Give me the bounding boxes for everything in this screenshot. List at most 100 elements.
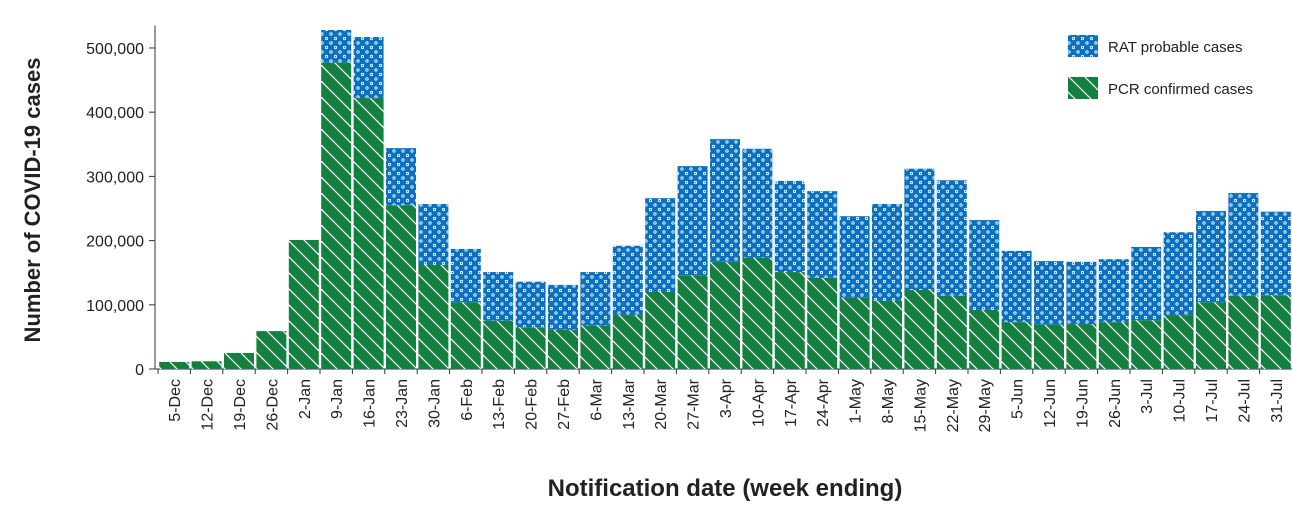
x-tick-label: 1-May [848,379,865,423]
y-tick-label: 200,000 [86,234,144,251]
bar-segment [645,198,676,292]
x-tick-label: 6-Mar [588,378,605,420]
bar-segment [645,291,676,369]
x-tick-label: 9-Jan [329,379,346,419]
bar-segment [1260,295,1291,369]
y-tick-label: 100,000 [86,298,144,315]
x-tick-label: 10-Apr [750,378,767,427]
x-tick-label: 29-May [977,379,994,432]
x-tick-label: 26-Dec [264,379,281,431]
bar-segment [386,205,416,369]
x-tick-label: 3-Apr [718,378,735,418]
bar-segment [256,331,287,369]
bar-segment [1098,259,1129,323]
x-axis-title: Notification date (week ending) [548,475,903,502]
bar-segment [774,272,805,369]
legend-label: PCR confirmed cases [1108,81,1253,98]
bar-segment [936,180,967,296]
x-tick-label: 19-Jun [1074,379,1091,428]
x-tick-label: 16-Jan [362,379,379,428]
y-tick-label: 400,000 [86,105,144,122]
bar-segment [807,277,838,369]
x-tick-label: 8-May [880,379,897,423]
bar-segment [159,361,190,369]
bar-segment [1260,211,1291,296]
bar-segment [710,139,740,262]
legend-swatch [1068,77,1098,99]
bar-segment [936,295,967,369]
bar-segment [1034,324,1064,369]
bar-segment [774,180,805,273]
bar-segment [1131,320,1162,369]
bar-segment [515,281,546,328]
x-tick-label: 13-Feb [491,379,508,430]
x-tick-label: 24-Apr [815,378,832,427]
bar-segment [1001,322,1032,369]
bar-segment [288,239,319,369]
bar-segment [580,325,611,369]
bar-segment [548,284,578,330]
bar-segment [418,203,449,265]
x-tick-label: 31-Jul [1269,379,1286,423]
bar-segment [321,29,352,63]
bar-segment [386,148,416,206]
bar-segment [1001,250,1032,323]
bar-segment [1131,247,1162,321]
x-tick-label: 10-Jul [1172,379,1189,423]
x-tick-label: 20-Mar [653,378,670,429]
x-tick-label: 13-Mar [621,378,638,429]
bar-segment [1196,302,1226,369]
x-tick-label: 27-Mar [686,378,703,429]
x-tick-label: 23-Jan [394,379,411,428]
x-tick-label: 17-Jul [1204,379,1221,423]
bar-segment [483,272,514,321]
bar-segment [1066,324,1097,369]
bar-segment [742,257,773,369]
y-tick-label: 0 [135,362,144,379]
x-tick-label: 5-Dec [167,379,184,422]
bar-segment [904,290,935,369]
bar-segment [612,245,643,316]
x-tick-label: 24-Jul [1236,379,1253,423]
bar-segment [1034,261,1064,325]
x-tick-label: 30-Jan [426,379,443,428]
x-tick-label: 3-Jul [1139,379,1156,414]
bar-segment [807,191,838,278]
x-tick-label: 19-Dec [232,379,249,431]
bar-segment [580,272,611,326]
x-tick-label: 2-Jan [297,379,314,419]
bar-segment [1196,211,1226,303]
x-tick-label: 12-Jun [1042,379,1059,428]
bar-segment [1228,193,1259,296]
bar-segment [677,166,708,276]
x-tick-label: 27-Feb [556,379,573,430]
y-tick-label: 500,000 [86,41,144,58]
bar-segment [839,297,870,369]
bar-segment [969,309,1000,369]
bar-segment [1228,295,1259,369]
x-tick-label: 5-Jun [1010,379,1027,419]
bar-segment [515,327,546,369]
bar-segment [1098,322,1129,369]
x-tick-label: 12-Dec [200,379,217,431]
bar-segment [224,352,254,369]
bar-segment [353,98,384,369]
bar-segment [191,361,222,369]
y-axis-title: Number of COVID-19 cases [20,58,45,343]
x-tick-label: 17-Apr [783,378,800,427]
bar-segment [839,216,870,298]
bar-segment [353,37,384,99]
y-tick-label: 300,000 [86,169,144,186]
bar-segment [483,320,514,369]
bar-segment [1066,261,1097,325]
bar-segment [872,300,902,369]
bar-segment [450,248,481,303]
bar-segment [418,264,449,369]
x-tick-label: 22-May [945,379,962,432]
bar-segment [548,329,578,369]
bar-segment [904,168,935,291]
legend-swatch [1068,35,1098,57]
x-tick-label: 6-Feb [459,379,476,421]
bar-segment [872,203,902,301]
